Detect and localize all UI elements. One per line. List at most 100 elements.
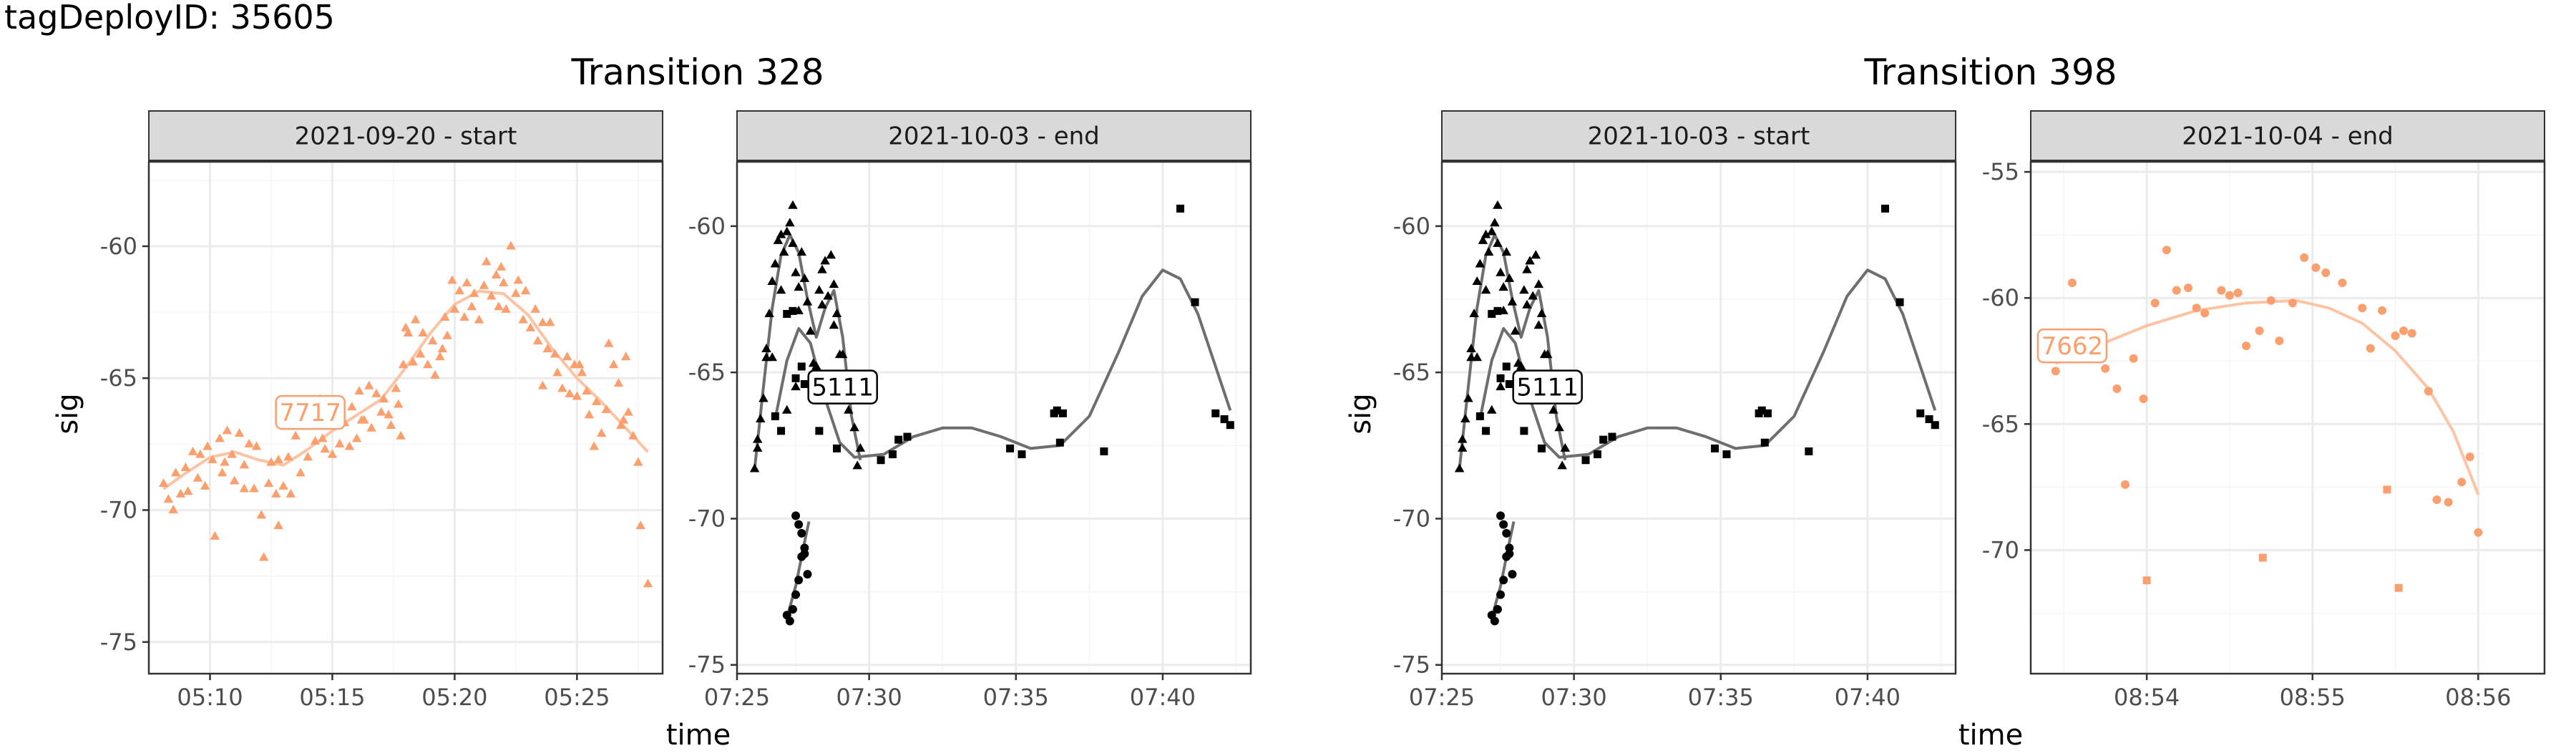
data-point [291,430,301,440]
data-point [2311,263,2321,272]
data-point [1493,605,1502,614]
x-axis-label-2: time [1958,719,2023,752]
data-point [589,441,600,450]
y-axis-label-2: sig [1345,393,1377,434]
data-point [168,504,178,513]
data-point [217,467,228,477]
data-point [347,402,357,411]
data-point [1522,299,1532,309]
group-title-1: Transition 328 [570,52,824,93]
x-tick-label: 07:30 [836,684,902,711]
data-point [1510,326,1521,335]
data-point [791,590,801,599]
data-point [1053,406,1061,415]
x-tick-label: 05:15 [299,684,365,711]
data-point [2474,528,2483,537]
data-point [415,349,426,358]
data-point [1916,409,1925,417]
panel-border [1440,160,1957,675]
data-point [545,317,555,326]
data-point [403,328,414,337]
panel-strip-label: 2021-10-03 - start [1588,122,1810,151]
y-tick-label: -70 [1393,505,1430,532]
data-point [1486,404,1497,414]
data-point [542,344,553,353]
data-point [752,442,763,452]
data-point [817,299,827,309]
data-point [334,438,345,447]
data-point [2394,583,2403,592]
data-point [239,483,250,493]
data-point [783,309,791,318]
series-label: 5111 [1516,374,1579,402]
data-point [805,326,816,335]
data-point [849,422,859,432]
data-point [379,394,389,403]
y-tick-label: -65 [100,364,137,392]
data-point [1502,528,1511,538]
data-point [1896,298,1904,306]
data-point [1760,438,1769,447]
data-point [1711,444,1719,452]
data-point [1528,291,1538,300]
data-point [623,407,633,416]
data-point [2225,291,2234,300]
data-point [2242,341,2251,351]
data-point [435,352,445,361]
series-label-box [1512,369,1583,404]
data-point [2266,296,2275,305]
data-point [1478,235,1488,244]
group-title-2: Transition 398 [1863,52,2117,93]
x-tick-label: 07:25 [1409,684,1475,711]
data-point [462,278,472,287]
chart-panel-4: 2021-10-04 - end 7662 -70 -65 -60 -55 08:54 08:… [1982,110,2546,711]
data-point [2321,268,2331,277]
data-point [530,304,540,313]
data-point [1018,450,1026,459]
data-point [467,301,477,311]
data-point [222,425,233,435]
data-point [263,478,274,488]
data-point [256,510,267,519]
data-point [758,393,769,402]
data-point [635,520,645,530]
data-point [187,446,198,455]
data-point [596,428,607,437]
data-point [1496,590,1506,599]
data-point [244,438,254,447]
data-point [794,520,804,529]
data-point [2233,289,2243,298]
data-point [2366,344,2375,353]
data-point [344,441,355,450]
data-point [552,367,562,377]
data-point [1520,427,1528,435]
data-point [251,441,262,450]
data-point [1557,460,1567,470]
data-point [591,396,602,405]
data-point [1454,463,1465,472]
data-point [442,330,452,339]
data-point [427,336,438,345]
data-point [1499,520,1508,529]
data-point [393,399,404,408]
data-point [799,273,810,282]
data-point [764,308,774,317]
data-point [776,229,786,238]
data-point [479,280,489,289]
data-point [888,450,897,459]
data-point [286,488,296,498]
data-point [1531,250,1541,259]
panel-strip [736,110,1252,161]
data-point [788,238,798,247]
data-point [2192,304,2201,313]
data-point [430,370,440,379]
data-point [633,457,643,466]
data-point [2142,576,2151,585]
data-point [327,449,338,458]
y-tick-label: -70 [1982,536,2019,563]
data-point [794,282,804,291]
data-point [789,306,797,315]
data-point [1480,229,1491,238]
data-point [1191,298,1199,306]
data-point [2051,367,2060,376]
